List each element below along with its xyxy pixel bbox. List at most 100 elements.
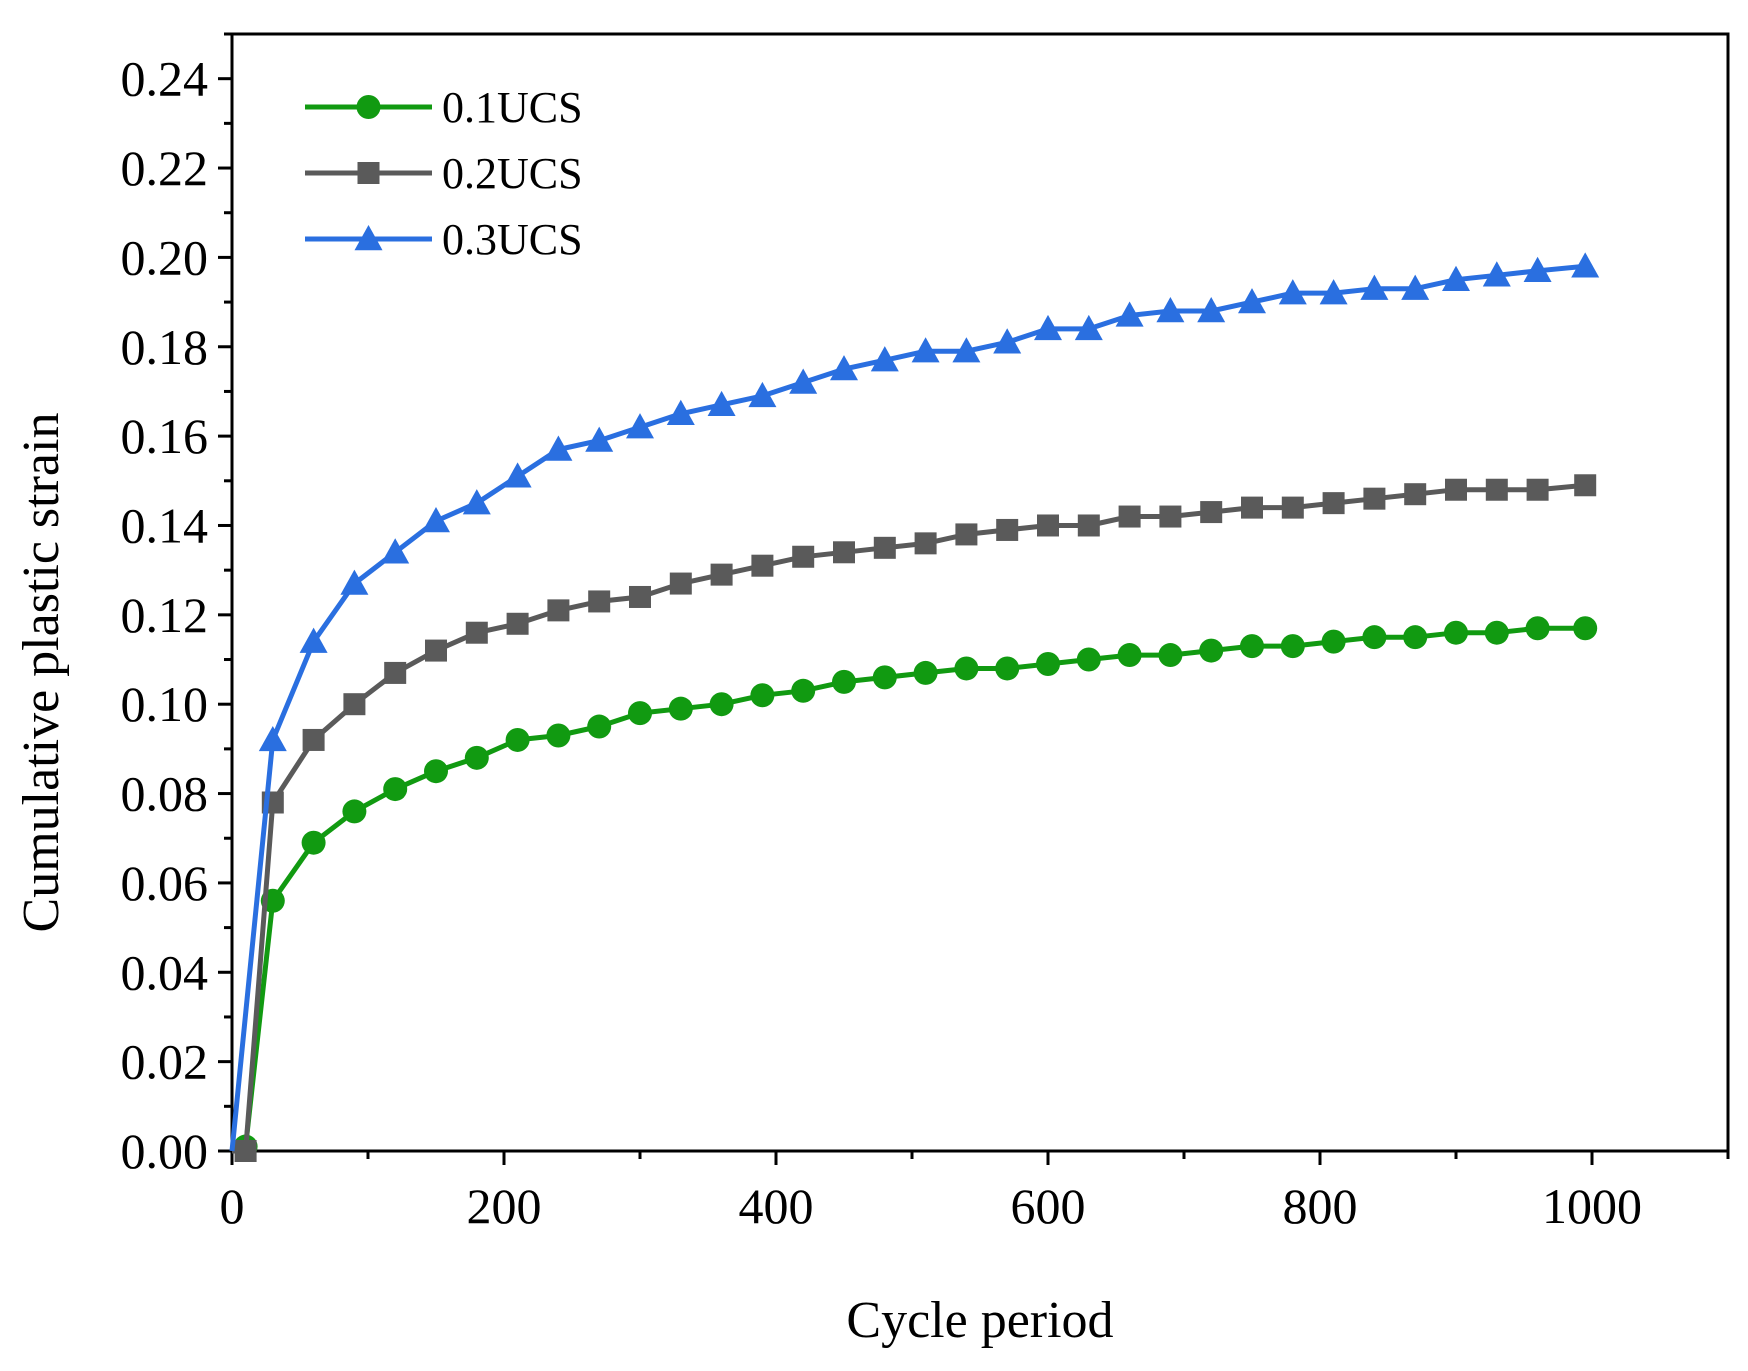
data-point bbox=[1571, 252, 1600, 278]
data-point bbox=[302, 728, 325, 751]
data-point bbox=[1034, 314, 1062, 341]
y-tick-label: 0.14 bbox=[121, 497, 209, 553]
y-tick-label: 0.24 bbox=[121, 51, 209, 107]
x-tick-label: 0 bbox=[220, 1178, 245, 1234]
data-point bbox=[1444, 620, 1468, 645]
series-line bbox=[232, 482, 1586, 1154]
y-tick-label: 0.00 bbox=[121, 1123, 209, 1179]
legend-label: 0.3UCS bbox=[442, 215, 583, 264]
data-point bbox=[1238, 288, 1266, 314]
data-point bbox=[1484, 620, 1509, 645]
data-point bbox=[425, 639, 447, 662]
data-point bbox=[544, 435, 573, 461]
legend-item: 0.3UCS bbox=[305, 215, 583, 264]
legend-label: 0.2UCS bbox=[442, 149, 583, 198]
data-point bbox=[422, 507, 450, 533]
y-tick-label: 0.12 bbox=[121, 587, 209, 643]
data-point bbox=[1159, 505, 1182, 528]
data-point bbox=[1158, 643, 1183, 668]
series-line bbox=[229, 263, 1586, 1152]
legend-item: 0.2UCS bbox=[305, 149, 583, 198]
data-point bbox=[547, 599, 570, 622]
data-point bbox=[343, 693, 366, 716]
data-point bbox=[830, 355, 858, 381]
data-point bbox=[1573, 616, 1598, 641]
data-point bbox=[1115, 301, 1144, 327]
data-point bbox=[234, 1140, 257, 1162]
data-point bbox=[709, 692, 734, 717]
data-point bbox=[1322, 492, 1345, 515]
data-point bbox=[993, 328, 1022, 354]
data-point bbox=[1525, 616, 1550, 641]
series-0.1UCS bbox=[231, 616, 1598, 1159]
data-point bbox=[710, 563, 733, 586]
data-point bbox=[1241, 496, 1263, 519]
data-point bbox=[1485, 478, 1508, 501]
data-point bbox=[1240, 634, 1264, 659]
y-tick-label: 0.22 bbox=[121, 140, 209, 196]
data-point bbox=[1362, 625, 1387, 650]
data-point bbox=[952, 337, 981, 363]
legend-marker bbox=[356, 95, 381, 119]
data-point bbox=[707, 390, 736, 417]
legend-item: 0.1UCS bbox=[305, 83, 583, 132]
data-point bbox=[258, 725, 287, 752]
y-tick-label: 0.10 bbox=[121, 676, 209, 732]
data-point bbox=[1074, 314, 1103, 341]
data-point bbox=[1482, 261, 1511, 287]
data-point bbox=[748, 381, 777, 408]
data-point bbox=[626, 413, 654, 439]
data-point bbox=[1403, 625, 1428, 650]
data-point bbox=[666, 399, 695, 425]
data-point bbox=[1523, 256, 1552, 283]
data-point bbox=[1445, 478, 1467, 501]
data-point bbox=[1117, 643, 1142, 668]
data-point bbox=[1442, 265, 1470, 291]
data-point bbox=[873, 536, 896, 559]
data-point bbox=[995, 656, 1020, 681]
x-tick-label: 600 bbox=[1011, 1178, 1086, 1234]
legend-marker bbox=[357, 162, 380, 184]
data-point bbox=[506, 612, 529, 635]
data-point bbox=[1077, 514, 1100, 537]
data-point bbox=[301, 830, 326, 855]
data-point bbox=[791, 678, 816, 703]
data-point bbox=[911, 337, 940, 363]
legend-marker bbox=[354, 225, 383, 251]
data-point bbox=[870, 346, 899, 372]
data-point bbox=[585, 426, 614, 452]
y-axis-title: Cumulative plastic strain bbox=[13, 413, 70, 933]
data-point bbox=[913, 660, 938, 685]
series-0.3UCS bbox=[229, 252, 1600, 1152]
y-tick-label: 0.06 bbox=[121, 855, 209, 911]
data-point bbox=[954, 656, 979, 681]
data-point bbox=[1037, 514, 1059, 537]
data-point bbox=[503, 462, 532, 488]
data-point bbox=[1280, 634, 1305, 659]
x-axis: 0 200 400 600 800 1000 bbox=[220, 1151, 1730, 1234]
data-point bbox=[669, 572, 692, 595]
y-tick-label: 0.04 bbox=[121, 944, 209, 1000]
x-tick-label: 400 bbox=[739, 1178, 814, 1234]
data-point bbox=[342, 799, 367, 824]
series-line bbox=[231, 625, 1586, 1154]
y-axis: 0.00 0.02 0.04 0.06 0.08 0.10 0.12 0.14 0.16 0.18… bbox=[121, 32, 232, 1179]
data-point bbox=[750, 683, 775, 708]
data-point bbox=[914, 532, 937, 555]
data-point bbox=[668, 696, 693, 721]
data-point bbox=[833, 541, 855, 564]
x-axis-title: Cycle period bbox=[846, 1292, 1113, 1349]
data-point bbox=[1076, 647, 1101, 672]
series-0.2UCS bbox=[232, 474, 1597, 1162]
data-point bbox=[299, 627, 328, 653]
data-point bbox=[505, 727, 530, 752]
data-point bbox=[1156, 297, 1185, 323]
data-point bbox=[996, 518, 1019, 541]
data-point bbox=[384, 661, 407, 684]
data-point bbox=[464, 745, 489, 770]
data-point bbox=[587, 714, 612, 739]
data-point bbox=[872, 665, 897, 690]
data-point bbox=[340, 569, 369, 595]
data-point bbox=[1118, 505, 1141, 528]
